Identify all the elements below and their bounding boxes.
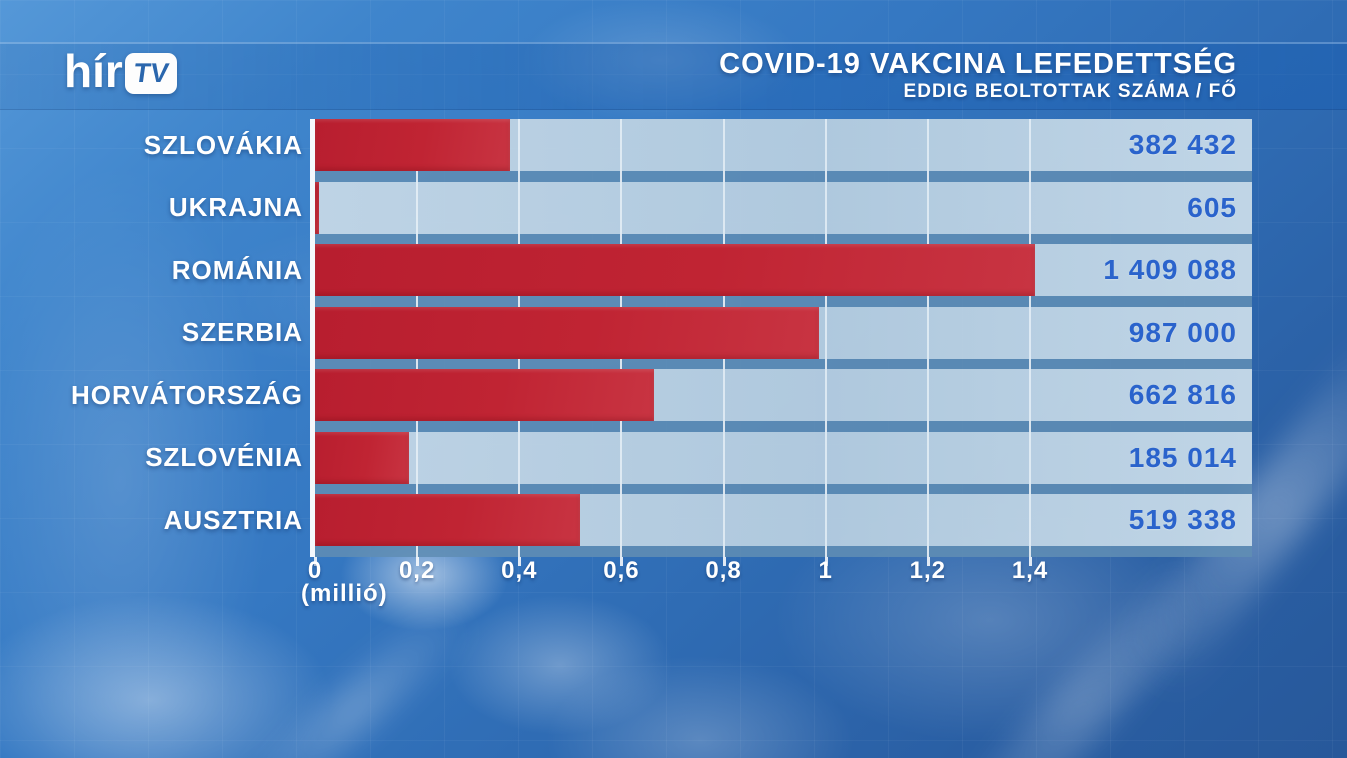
hirtv-logo-tv-label: TV: [131, 57, 171, 88]
x-tick-label: 0,6: [603, 557, 640, 584]
value-label: 382 432: [1128, 129, 1237, 160]
country-label: SZERBIA: [181, 317, 303, 347]
title-band: [0, 42, 1347, 110]
bar: [315, 306, 820, 359]
value-label: 662 816: [1128, 379, 1237, 410]
value-label: 185 014: [1128, 441, 1237, 473]
bar: [315, 431, 410, 484]
bar: [315, 369, 654, 421]
axis-tickmark: [1029, 557, 1032, 566]
country-label: UKRAJNA: [168, 192, 303, 222]
x-tick-label: 0,8: [705, 557, 742, 584]
hirtv-logo-tv-badge: TV: [124, 52, 177, 94]
axis-tickmark: [416, 557, 420, 566]
chart-header: COVID-19 VAKCINA LEFEDETTSÉG EDDIG BEOLT…: [719, 48, 1237, 102]
value-label: 519 338: [1128, 504, 1237, 535]
x-tick-label: 1,2: [909, 557, 947, 584]
page-subtitle: EDDIG BEOLTOTTAK SZÁMA / FŐ: [903, 81, 1237, 102]
bar-track: 382 432: [315, 119, 1252, 171]
country-label: AUSZTRIA: [163, 504, 303, 535]
page-title: COVID-19 VAKCINA LEFEDETTSÉG: [719, 48, 1237, 80]
value-label: 605: [1187, 191, 1237, 223]
bar: [315, 244, 1035, 296]
x-tick-label: 1: [818, 557, 833, 584]
axis-tickmark: [314, 557, 317, 566]
bar: [315, 494, 581, 546]
country-label: ROMÁNIA: [171, 254, 303, 285]
x-tick-label: 1,4: [1011, 557, 1049, 584]
bar-track: 519 338: [315, 494, 1252, 546]
bar-track: 662 816: [315, 369, 1252, 421]
y-axis-line: [310, 119, 315, 557]
country-label: SZLOVÁKIA: [143, 129, 303, 160]
x-tick-label: 0,4: [501, 557, 538, 584]
country-label: SZLOVÉNIA: [145, 442, 303, 472]
axis-tickmark: [824, 557, 828, 566]
bar-track: 1 409 088: [315, 244, 1252, 296]
axis-tickmark: [926, 557, 930, 566]
bar: [315, 181, 319, 234]
plot-area: 382 432 605 1 409 088 987 000 662 816 185 014…: [310, 119, 1252, 566]
axis-tickmark: [518, 557, 522, 566]
x-axis-unit-label: (millió): [301, 580, 388, 607]
bar-track: 185 014: [315, 431, 1252, 484]
axis-tickmark: [620, 557, 624, 566]
axis-tickmark: [722, 557, 726, 566]
hirtv-logo: hír TV: [64, 44, 177, 98]
bar-track: 987 000: [315, 306, 1252, 359]
x-tick-label: 0: [307, 557, 323, 584]
country-label: HORVÁTORSZÁG: [70, 379, 303, 410]
bar: [315, 119, 511, 171]
value-label: 987 000: [1128, 316, 1237, 348]
hirtv-logo-text: hír: [64, 45, 123, 97]
x-tick-label: 0,2: [398, 557, 436, 584]
value-label: 1 409 088: [1103, 254, 1237, 285]
bar-track: 605: [315, 181, 1252, 234]
